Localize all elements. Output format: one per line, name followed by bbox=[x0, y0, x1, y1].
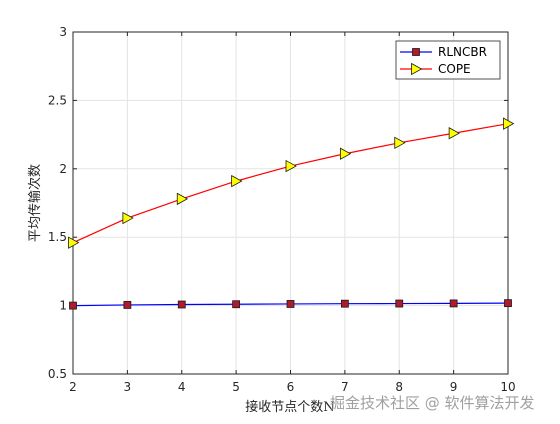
data-point bbox=[394, 136, 406, 149]
data-point bbox=[69, 301, 77, 310]
series-cope bbox=[68, 117, 515, 249]
x-tick-label: 5 bbox=[232, 380, 240, 394]
x-tick-label: 8 bbox=[395, 380, 403, 394]
x-tick-label: 6 bbox=[287, 380, 295, 394]
data-point bbox=[231, 174, 243, 188]
y-axis-label: 平均传输次数 bbox=[27, 164, 43, 242]
x-tick-label: 10 bbox=[500, 380, 515, 394]
data-point bbox=[339, 147, 352, 160]
legend-item: RLNCBR bbox=[400, 45, 487, 59]
y-tick-label: 1 bbox=[59, 299, 67, 313]
legend-item: COPE bbox=[400, 62, 471, 76]
data-point bbox=[123, 301, 132, 309]
data-point bbox=[340, 299, 349, 308]
legend: RLNCBR COPE bbox=[395, 40, 501, 80]
x-tick-label: 9 bbox=[450, 380, 458, 394]
watermark: 掘金技术社区 @ 软件算法开发 bbox=[330, 394, 535, 412]
x-axis-label: 接收节点个数N bbox=[245, 399, 334, 415]
y-tick-label: 0.5 bbox=[48, 367, 67, 381]
x-tick-label: 4 bbox=[178, 380, 186, 394]
data-point bbox=[68, 236, 80, 249]
x-tick-label: 2 bbox=[69, 380, 77, 394]
x-tick-label: 3 bbox=[124, 380, 132, 394]
legend-label: RLNCBR bbox=[438, 45, 487, 59]
data-point bbox=[395, 299, 404, 308]
legend-marker bbox=[411, 62, 423, 76]
y-axis-ticks: 0.5 1 1.5 2 2.5 3 bbox=[48, 25, 508, 381]
data-point bbox=[449, 299, 458, 308]
legend-marker bbox=[412, 48, 420, 56]
x-axis-ticks: 2 3 4 5 6 7 8 9 10 bbox=[69, 32, 516, 394]
data-point bbox=[503, 117, 515, 130]
y-tick-label: 3 bbox=[59, 25, 67, 39]
legend-label: COPE bbox=[438, 62, 471, 76]
y-tick-label: 1.5 bbox=[48, 230, 67, 244]
data-point bbox=[176, 192, 189, 206]
data-point bbox=[122, 211, 134, 225]
y-tick-label: 2.5 bbox=[48, 93, 67, 107]
data-point bbox=[285, 159, 297, 173]
data-point bbox=[286, 300, 295, 308]
series-rlncbr bbox=[69, 299, 512, 310]
y-tick-label: 2 bbox=[59, 162, 67, 176]
data-point bbox=[232, 300, 241, 309]
series-group bbox=[68, 117, 515, 310]
x-tick-label: 7 bbox=[341, 380, 349, 394]
data-point bbox=[177, 300, 186, 309]
data-point bbox=[504, 299, 512, 308]
data-point bbox=[448, 127, 460, 140]
